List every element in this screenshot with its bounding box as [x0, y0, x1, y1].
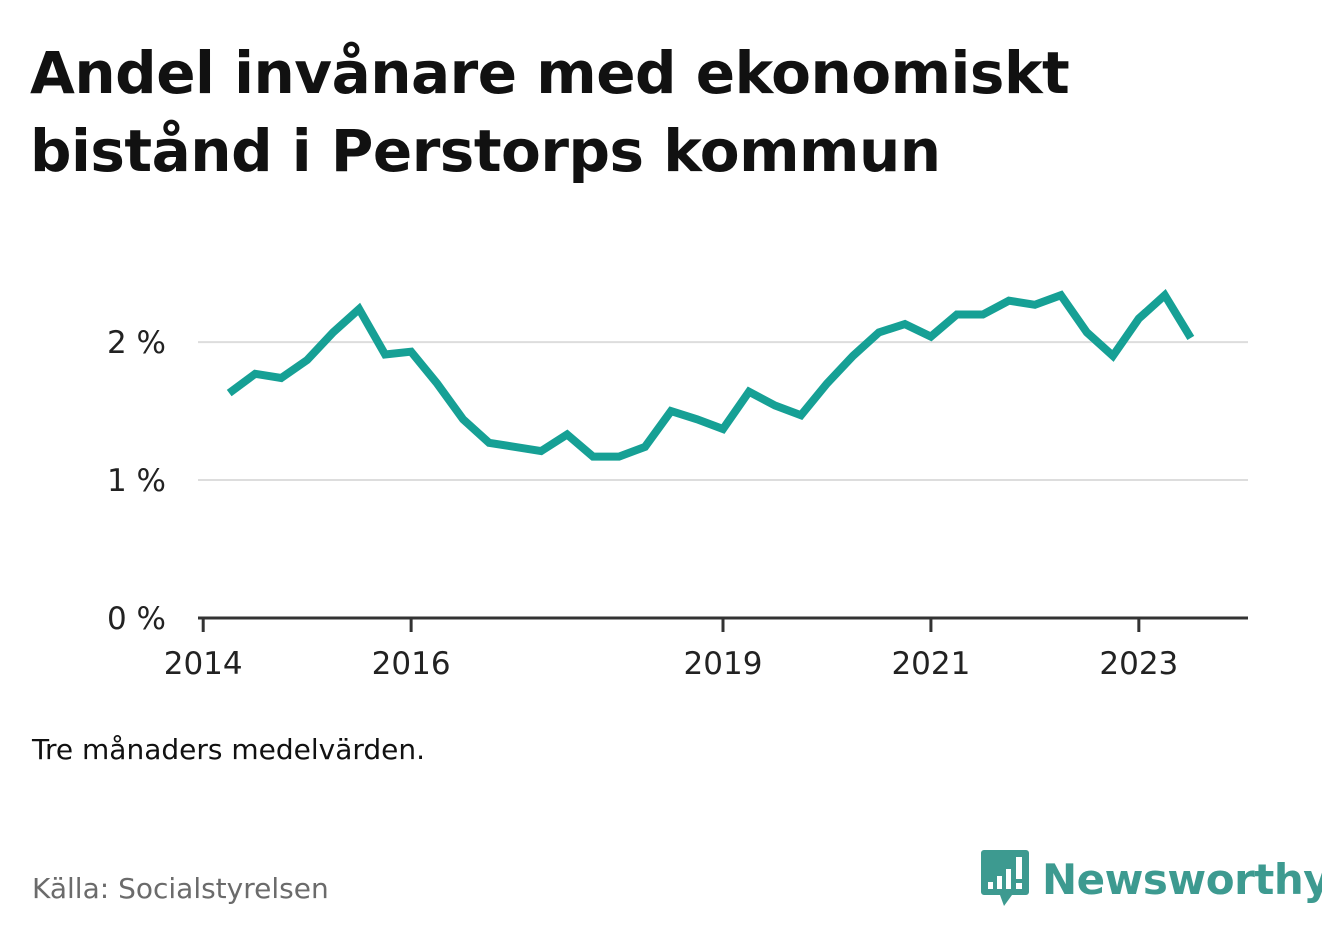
x-tick-label: 2014: [164, 646, 243, 682]
brand-logo: Newsworthy: [980, 848, 1322, 910]
brand-name: Newsworthy: [1042, 854, 1322, 904]
series-line: [226, 289, 1195, 461]
y-tick-label: 1 %: [107, 463, 166, 499]
chart-title-line-2: bistånd i Perstorps kommun: [30, 117, 941, 185]
source-credit: Källa: Socialstyrelsen: [32, 872, 329, 905]
bar-chart-speech-bubble-icon: [981, 850, 1029, 906]
series-lines: [226, 289, 1195, 461]
x-tick-label: 2019: [684, 646, 763, 682]
y-tick-label: 0 %: [107, 601, 166, 637]
x-axis-ticks: 2014 2016 2019 2021 2023: [164, 618, 1178, 682]
y-tick-label: 2 %: [107, 325, 166, 361]
x-tick-label: 2016: [372, 646, 451, 682]
chart-title-line-1: Andel invånare med ekonomiskt: [30, 39, 1070, 107]
gridlines: [198, 341, 1248, 482]
x-tick-label: 2023: [1099, 646, 1178, 682]
chart-note: Tre månaders medelvärden.: [32, 733, 426, 766]
y-axis-tick-labels: 0 % 1 % 2 %: [107, 325, 166, 637]
x-tick-label: 2021: [891, 646, 970, 682]
chart-title: Andel invånare med ekonomiskt bistånd i …: [30, 34, 1280, 190]
